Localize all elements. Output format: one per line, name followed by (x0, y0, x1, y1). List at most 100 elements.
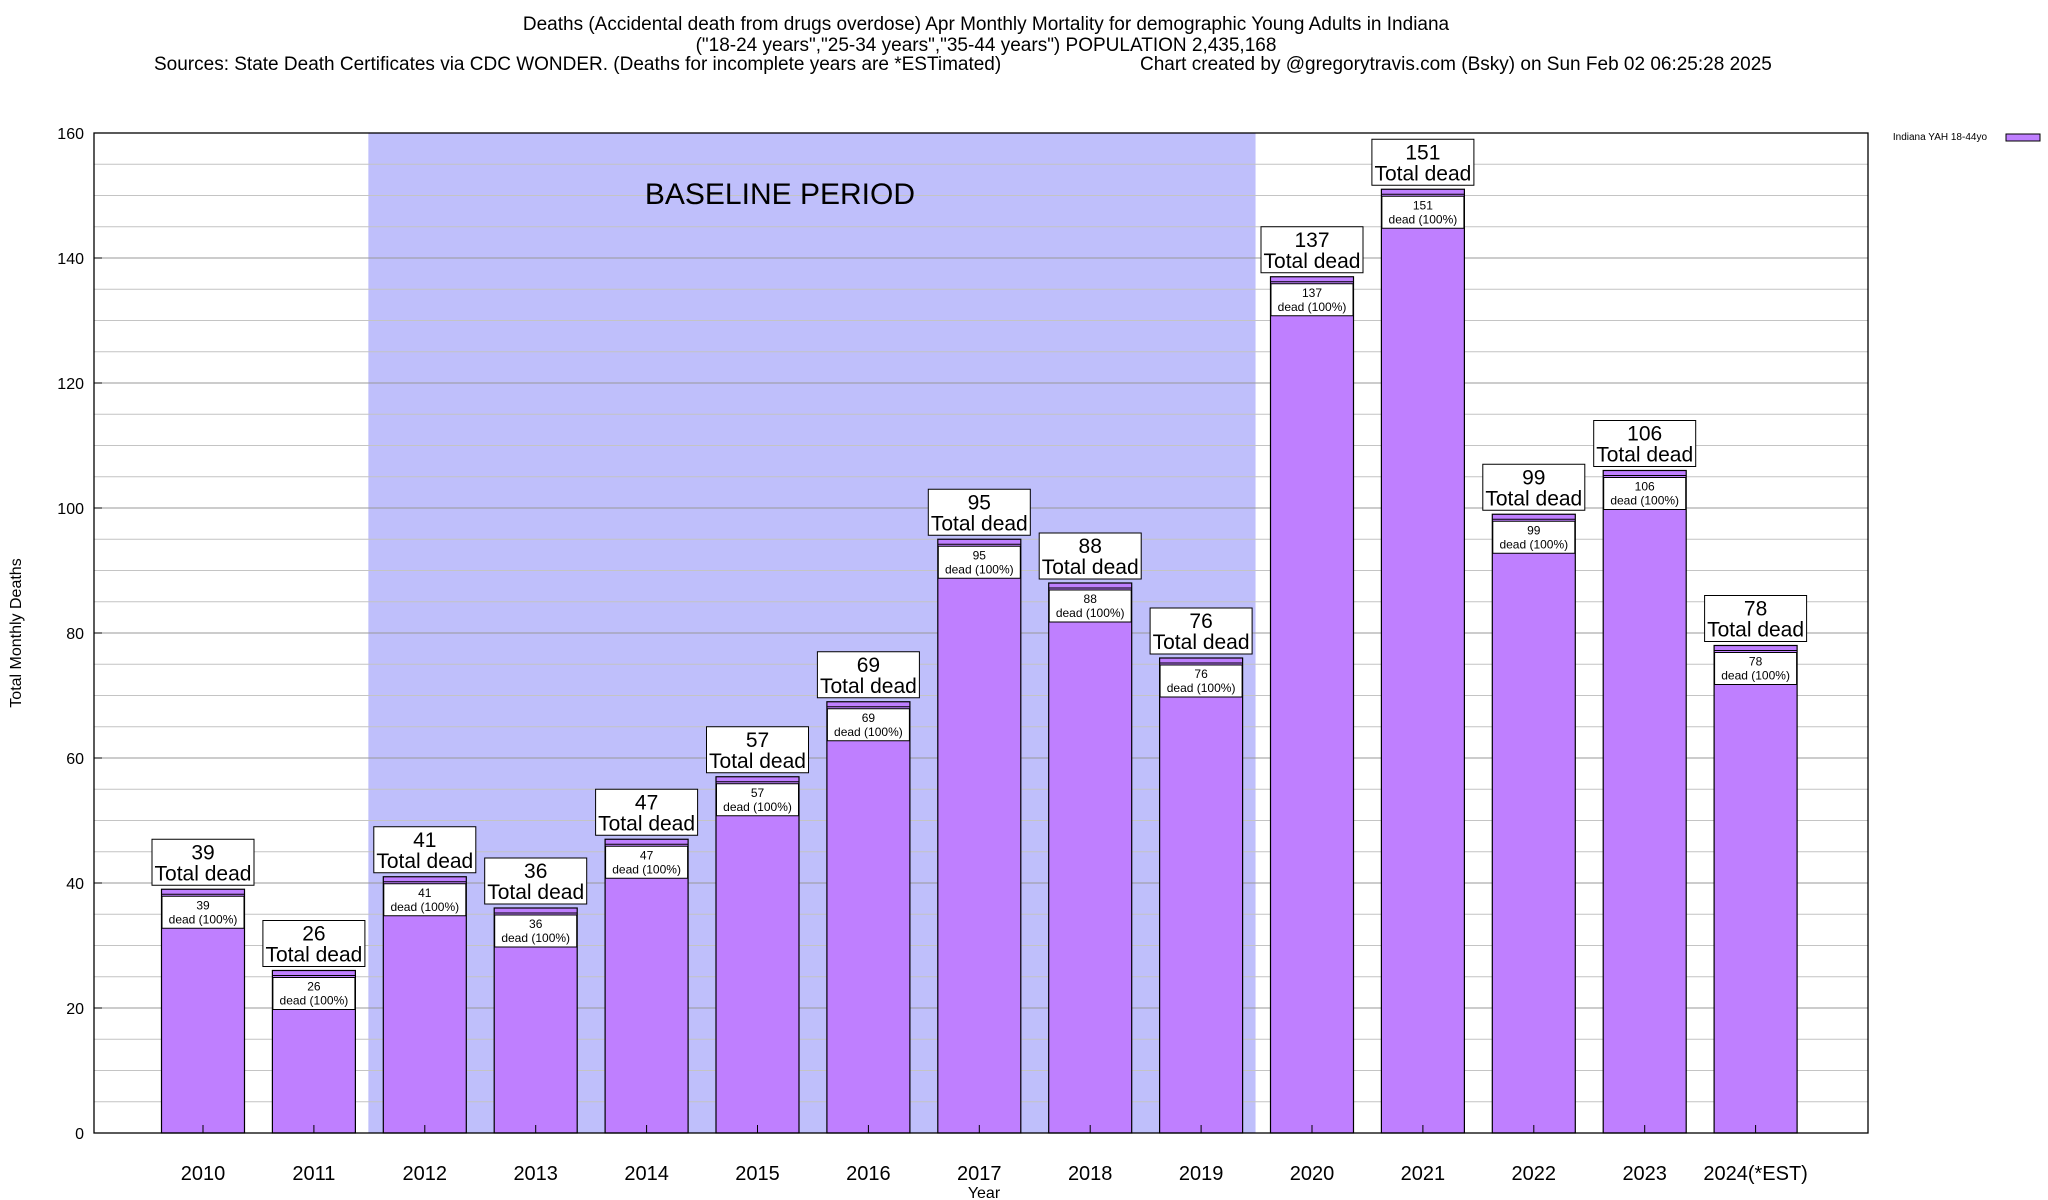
bar (937, 538, 1022, 1134)
bar-total-value: 41 (413, 829, 436, 852)
x-tick-label: 2024(*EST) (1703, 1163, 1808, 1185)
bar-inner-label-box (383, 883, 467, 917)
bar-inner-value: 137 (1302, 286, 1322, 300)
bar-total-value: 106 (1627, 423, 1662, 446)
y-tick-label: 0 (75, 1126, 84, 1143)
bar-inner-percent: dead (100%) (612, 862, 681, 876)
chart-sources: Sources: State Death Certificates via CD… (154, 54, 1002, 75)
bar-total-text: Total dead (376, 850, 473, 873)
x-tick-label: 2016 (846, 1163, 891, 1185)
bar (1380, 188, 1466, 1134)
x-tick-label: 2017 (957, 1163, 1002, 1185)
bar-inner-percent: dead (100%) (390, 900, 459, 914)
bar-total-value: 137 (1294, 229, 1329, 252)
bar-total-label-box (373, 826, 477, 874)
bar-inner-label-box (1159, 664, 1243, 698)
bar-total-text: Total dead (1153, 631, 1250, 654)
bar-inner-value: 106 (1635, 480, 1655, 494)
bar-total-label-box (262, 920, 366, 967)
x-tick-label: 2012 (403, 1163, 448, 1185)
bar-total-label-box (706, 726, 809, 774)
bar-total-label-box (1371, 138, 1475, 186)
bar (715, 776, 800, 1134)
x-tick-label: 2018 (1068, 1163, 1113, 1185)
bar-inner-label-box (1270, 283, 1354, 317)
bar-total-text: Total dead (1374, 162, 1471, 185)
bar (1158, 657, 1244, 1134)
bar-inner-label-box (494, 914, 578, 948)
bar-inner-value: 95 (973, 548, 987, 562)
bar-inner-label-box (272, 977, 356, 1010)
bar-total-value: 26 (302, 923, 325, 946)
bar-total-label-box (595, 788, 699, 836)
y-tick-label: 60 (66, 751, 84, 768)
bar-inner-percent: dead (100%) (280, 994, 349, 1008)
y-axis-label: Total Monthly Deaths (8, 558, 25, 707)
bar-inner-percent: dead (100%) (1499, 537, 1568, 551)
bar-total-label-box (1704, 595, 1808, 642)
bar-total-text: Total dead (1042, 556, 1139, 579)
bar-total-label-box (1482, 463, 1586, 511)
bar (604, 838, 689, 1134)
x-tick-label: 2022 (1512, 1163, 1557, 1185)
legend-label: Indiana YAH 18-44yo (1893, 132, 1988, 143)
bar-total-value: 39 (191, 841, 214, 864)
bar-inner-percent: dead (100%) (1167, 681, 1236, 695)
bar-inner-label-box (1603, 477, 1687, 510)
x-tick-label: 2021 (1401, 1163, 1446, 1185)
bar-inner-percent: dead (100%) (1278, 300, 1347, 314)
bar-inner-value: 88 (1084, 592, 1098, 606)
bar-inner-value: 76 (1194, 667, 1208, 681)
chart-subtitle: ("18-24 years","25-34 years","35-44 year… (695, 35, 1277, 56)
bar-total-value: 99 (1522, 466, 1545, 489)
x-tick-label: 2014 (624, 1163, 669, 1185)
y-tick-label: 140 (57, 251, 84, 268)
bar-inner-label-box (716, 783, 799, 817)
bar-total-text: Total dead (155, 862, 252, 885)
bar-total-label-box (816, 651, 920, 699)
bar-inner-label-box (1048, 589, 1132, 623)
y-tick-label: 120 (57, 376, 84, 393)
bar-total-label-box (151, 838, 255, 886)
bar-total-value: 95 (968, 491, 991, 514)
x-tick-label: 2020 (1290, 1163, 1335, 1185)
bar-inner-percent: dead (100%) (169, 912, 238, 926)
bar-total-text: Total dead (1596, 444, 1693, 467)
bar-total-text: Total dead (820, 675, 917, 698)
bar-total-label-box (1593, 420, 1697, 467)
bar-total-label-box (1149, 607, 1253, 655)
bar (1269, 276, 1355, 1134)
bar-inner-value: 39 (196, 898, 210, 912)
bar-total-value: 36 (524, 860, 547, 883)
bar-total-text: Total dead (1264, 250, 1361, 273)
bar-inner-value: 57 (751, 786, 765, 800)
bar-total-value: 47 (635, 791, 658, 814)
x-tick-label: 2011 (292, 1163, 335, 1185)
x-tick-label: 2023 (1622, 1163, 1667, 1185)
bar-inner-label-box (826, 708, 910, 742)
bar-inner-value: 47 (640, 848, 654, 862)
bar (1048, 582, 1133, 1134)
bar-inner-label-box (1714, 652, 1798, 685)
y-tick-label: 100 (57, 501, 84, 518)
bar-total-text: Total dead (1707, 619, 1804, 642)
baseline-period-label: BASELINE PERIOD (645, 178, 915, 211)
bar-total-value: 57 (746, 729, 769, 752)
bar-total-label-box (484, 857, 588, 905)
bar-total-text: Total dead (931, 512, 1028, 535)
bar-total-value: 76 (1189, 610, 1212, 633)
bar-total-text: Total dead (709, 750, 806, 773)
bar-inner-value: 78 (1749, 655, 1763, 669)
chart-credit: Chart created by @gregorytravis.com (Bsk… (1140, 54, 1772, 75)
bar-inner-value: 36 (529, 917, 543, 931)
y-tick-label: 40 (66, 876, 84, 893)
bar-inner-label-box (937, 545, 1021, 579)
bar-inner-percent: dead (100%) (723, 800, 792, 814)
bar-inner-percent: dead (100%) (1721, 669, 1790, 683)
bar-inner-percent: dead (100%) (1056, 606, 1125, 620)
bar-inner-percent: dead (100%) (501, 931, 570, 945)
bar-inner-value: 99 (1527, 523, 1541, 537)
legend-swatch (2005, 133, 2041, 142)
bar-total-text: Total dead (487, 881, 584, 904)
bar-total-text: Total dead (598, 812, 695, 835)
